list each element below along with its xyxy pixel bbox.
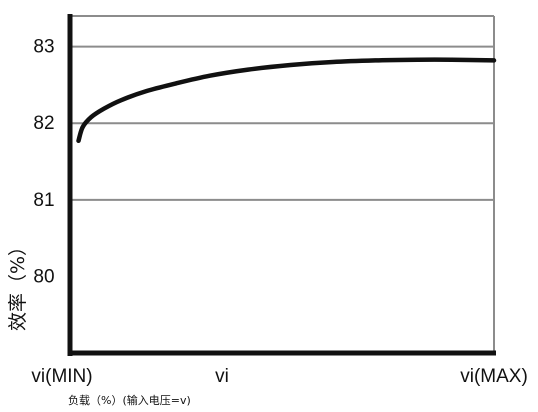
y-tick-label-1: 81 (33, 190, 54, 211)
series-line-0 (76, 57, 497, 144)
x-axis-label: 负载（%）(输入电压=v) (68, 393, 191, 407)
gridlines (70, 45, 494, 201)
y-tick-labels: 80 81 82 83 (33, 37, 54, 288)
y-tick-label-3: 83 (33, 37, 54, 58)
x-tick-label-1: vi (215, 366, 229, 387)
y-axis-label: 效率（%） (7, 237, 29, 331)
series-layer (76, 57, 497, 144)
x-tick-label-0: vi(MIN) (31, 366, 92, 387)
x-tick-labels: vi(MIN) vi vi(MAX) (31, 366, 527, 387)
y-tick-label-2: 82 (33, 113, 54, 134)
axes (67, 14, 496, 356)
x-tick-label-2: vi(MAX) (460, 366, 528, 387)
y-tick-label-0: 80 (33, 266, 54, 287)
